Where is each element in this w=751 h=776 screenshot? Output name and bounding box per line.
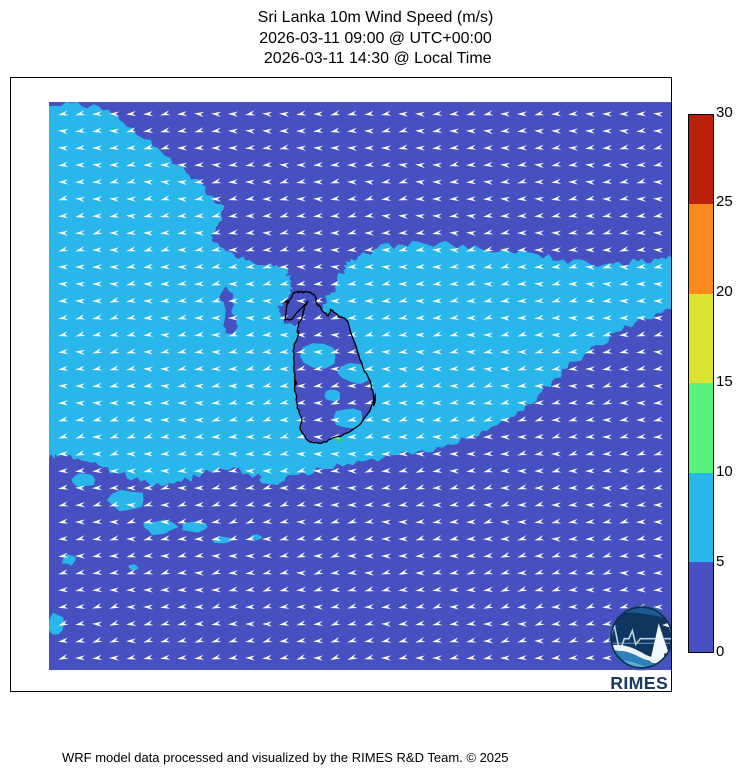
svg-text:RIMES: RIMES <box>610 673 668 692</box>
